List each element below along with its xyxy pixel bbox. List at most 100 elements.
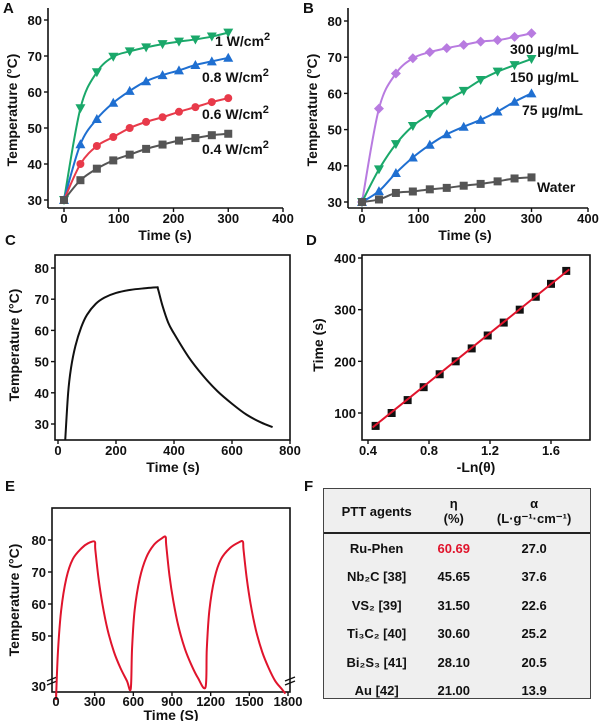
marker-triangle-up <box>91 114 102 123</box>
marker-triangle-down <box>190 35 201 45</box>
marker-triangle-down <box>492 67 503 77</box>
panel-label-e: E <box>5 478 16 495</box>
y-tick-label: 70 <box>28 49 42 64</box>
y-tick-label: 30 <box>32 679 46 694</box>
x-tick-label: 100 <box>108 211 130 226</box>
marker-diamond <box>441 43 452 54</box>
marker-triangle-up <box>124 85 135 95</box>
marker-triangle-up <box>373 186 384 196</box>
cell-eta: 31.50 <box>437 597 471 613</box>
marker-triangle-up <box>509 96 520 106</box>
marker-diamond <box>458 39 469 50</box>
cell-alpha: 22.6 <box>521 597 547 613</box>
table-row: Ru-Phen 60.69 27.0 <box>324 533 590 563</box>
marker-triangle-down <box>390 140 401 150</box>
marker-square <box>358 198 366 206</box>
series-label: 300 µg/mL <box>510 41 579 57</box>
x-tick-label: 300 <box>84 694 106 709</box>
cell-eta: 60.69 <box>437 540 471 556</box>
marker-triangle-up <box>407 152 418 162</box>
x-axis-label: Time (s) <box>138 227 191 243</box>
marker-circle <box>174 107 183 116</box>
y-tick-label: 60 <box>28 85 42 100</box>
series-label: 0.8 W/cm2 <box>202 67 269 85</box>
marker-circle <box>191 103 200 112</box>
table-row: Ti₃C₂ [40] 30.60 25.2 <box>324 620 590 649</box>
panel-label-f: F <box>304 478 314 495</box>
cell-agent: VS₂ [39] <box>351 597 402 613</box>
marker-circle <box>125 124 134 132</box>
y-tick-label: 70 <box>32 565 46 580</box>
x-tick-label: 0 <box>358 211 365 226</box>
cell-eta: 21.00 <box>437 683 471 699</box>
y-tick-label: 200 <box>334 354 356 369</box>
y-tick-label: 80 <box>32 533 46 548</box>
header-agents: PTT agents <box>324 489 430 534</box>
y-tick-label: 80 <box>35 261 49 276</box>
cell-agent: Nb₂C [38] <box>347 569 407 585</box>
x-tick-label: 1.6 <box>542 443 560 458</box>
marker-square <box>125 150 134 159</box>
marker-triangle-down <box>173 37 184 47</box>
superscript: 2 <box>263 67 269 79</box>
series-label: 0.4 W/cm2 <box>202 139 269 157</box>
y-tick-label: 40 <box>35 386 49 401</box>
marker-triangle-down <box>475 76 486 86</box>
cell-agent: Bi₂S₃ [41] <box>346 654 407 670</box>
table-row: Nb₂C [38] 45.65 37.6 <box>324 563 590 592</box>
header-eta: η (%) <box>429 489 479 534</box>
panel-label-b: B <box>303 0 314 17</box>
plot-frame <box>361 254 591 441</box>
marker-triangle-up <box>424 139 435 149</box>
marker-circle <box>76 160 85 168</box>
axis-break-mark <box>46 680 58 686</box>
marker-square <box>408 187 417 196</box>
marker-triangle-down <box>91 68 102 78</box>
marker-diamond <box>509 31 520 42</box>
x-tick-label: 800 <box>279 443 301 458</box>
marker-triangle-down <box>407 121 418 131</box>
series-line <box>55 535 287 701</box>
marker-triangle-up <box>173 65 184 75</box>
x-tick-label: 300 <box>521 211 543 226</box>
x-tick-label: 100 <box>408 211 430 226</box>
cell-alpha: 25.2 <box>521 626 547 642</box>
y-tick-label: 80 <box>328 14 342 29</box>
y-tick-label: 50 <box>328 123 342 138</box>
series-line <box>64 286 273 440</box>
y-tick-label: 300 <box>334 303 356 318</box>
marker-circle <box>207 98 216 107</box>
marker-square <box>76 176 85 185</box>
marker-triangle-up <box>526 88 537 98</box>
marker-square <box>493 177 502 186</box>
header-alpha-unit: (L·g⁻¹·cm⁻¹) <box>496 511 572 526</box>
y-tick-label: 60 <box>32 597 46 612</box>
marker-triangle-down <box>206 32 217 42</box>
table-row: Au [42] 21.00 13.9 <box>324 677 590 706</box>
marker-triangle-up <box>190 60 201 69</box>
marker-square <box>142 144 151 153</box>
x-tick-label: 200 <box>163 211 185 226</box>
x-tick-label: 200 <box>105 443 127 458</box>
y-axis-label: Temperature (°C) <box>4 54 20 167</box>
marker-square <box>391 188 400 197</box>
x-tick-label: 300 <box>217 211 239 226</box>
marker-circle <box>224 94 233 103</box>
marker-circle <box>158 113 167 122</box>
marker-square <box>425 185 434 194</box>
series-label: 1 W/cm2 <box>215 31 270 49</box>
marker-square <box>174 136 183 145</box>
chart-d <box>358 254 591 444</box>
x-axis-label: -Ln(θ) <box>457 459 496 475</box>
marker-square <box>374 195 383 204</box>
x-tick-label: 900 <box>161 694 183 709</box>
cell-agent: Ru-Phen <box>349 540 404 556</box>
marker-triangle-up <box>108 97 119 107</box>
marker-circle <box>92 142 101 150</box>
x-tick-label: 200 <box>464 211 486 226</box>
x-tick-label: 0 <box>60 211 67 226</box>
y-tick-label: 100 <box>334 406 356 421</box>
y-axis-label: Temperature (°C) <box>304 54 320 167</box>
header-eta-symbol: η <box>449 496 458 511</box>
